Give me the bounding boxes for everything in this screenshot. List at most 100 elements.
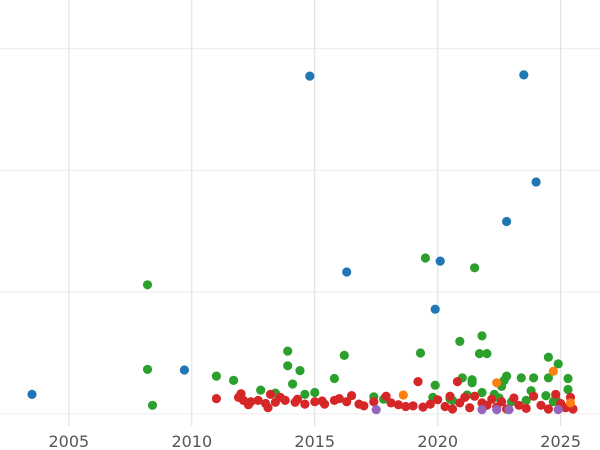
data-point (553, 405, 563, 415)
x-tick-label: 2025 (540, 432, 581, 450)
data-point (300, 389, 310, 399)
data-point (465, 403, 475, 413)
data-point (548, 366, 558, 376)
data-point (445, 391, 455, 401)
data-point (487, 394, 497, 404)
data-point (359, 401, 369, 411)
x-tick-label: 2005 (48, 432, 89, 450)
data-point (401, 401, 411, 412)
data-point (440, 401, 450, 412)
data-point (502, 371, 512, 381)
data-point (504, 405, 514, 415)
data-point (492, 378, 502, 388)
data-point (27, 389, 37, 399)
data-point (347, 391, 357, 401)
data-point (514, 400, 524, 410)
data-point (563, 384, 573, 395)
data-point (320, 399, 330, 409)
data-point (263, 403, 273, 413)
data-point (543, 404, 554, 414)
grid (0, 0, 600, 426)
x-tick-label: 2010 (171, 432, 212, 450)
data-point (283, 346, 293, 356)
data-point (342, 397, 352, 407)
data-point (147, 400, 158, 410)
data-point (425, 399, 435, 409)
data-point (310, 397, 320, 407)
data-point (310, 387, 320, 398)
data-point (415, 348, 426, 358)
data-point (470, 263, 480, 273)
data-point (398, 390, 408, 400)
data-point (497, 397, 507, 407)
data-point (280, 395, 290, 405)
data-point (420, 253, 430, 263)
data-point (467, 378, 477, 388)
data-point (211, 394, 221, 404)
data-point (292, 394, 303, 404)
data-point (305, 71, 315, 81)
data-point (342, 267, 352, 277)
data-point (470, 391, 480, 401)
data-points (27, 70, 578, 415)
data-point (492, 405, 502, 415)
data-point (142, 280, 153, 290)
data-point (413, 377, 423, 387)
data-point (477, 387, 487, 398)
data-point (543, 373, 554, 383)
data-point (253, 395, 263, 405)
data-point (521, 403, 531, 413)
data-point (482, 349, 492, 359)
data-point (283, 361, 293, 371)
data-point (565, 398, 576, 408)
x-tick-label: 2015 (294, 432, 335, 450)
data-point (300, 399, 310, 409)
data-point (452, 377, 462, 387)
data-point (519, 70, 529, 80)
data-point (477, 405, 487, 415)
data-point (334, 394, 344, 404)
data-point (265, 389, 276, 399)
data-point (563, 373, 573, 384)
x-tick-label: 2020 (417, 432, 458, 450)
x-axis-ticks: 2005 2010 2015 2020 2025 (48, 432, 581, 450)
data-point (509, 393, 519, 403)
data-point (393, 400, 403, 410)
data-point (521, 395, 531, 405)
data-point (211, 371, 221, 381)
data-point (386, 398, 396, 408)
data-point (541, 391, 551, 401)
data-point (455, 336, 465, 346)
data-point (531, 177, 541, 187)
data-point (529, 373, 539, 383)
data-point (381, 391, 391, 401)
data-point (295, 366, 305, 376)
data-point (477, 331, 487, 341)
data-point (551, 389, 561, 399)
data-point (543, 352, 554, 362)
data-point (474, 349, 485, 359)
data-point (288, 379, 298, 389)
data-point (433, 395, 443, 405)
data-point (529, 391, 539, 401)
data-point (460, 392, 470, 402)
data-point (502, 216, 512, 227)
data-point (430, 304, 440, 314)
data-point (229, 375, 239, 385)
data-point (447, 404, 458, 414)
data-point (179, 365, 189, 375)
data-point (371, 405, 381, 415)
data-point (142, 364, 153, 374)
data-point (339, 350, 349, 360)
data-point (329, 373, 339, 384)
data-point (418, 402, 428, 412)
data-point (408, 401, 418, 411)
data-point (553, 359, 563, 369)
data-point (516, 373, 526, 383)
data-point (536, 400, 546, 410)
data-point (435, 256, 445, 266)
data-point (256, 385, 266, 395)
data-point (369, 397, 379, 407)
